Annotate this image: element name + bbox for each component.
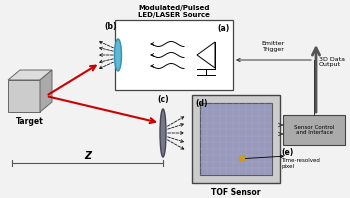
Bar — [283, 115, 345, 145]
Text: (b): (b) — [105, 22, 117, 31]
Text: Emitter
Trigger: Emitter Trigger — [262, 41, 285, 52]
Text: 3D Data
Output: 3D Data Output — [319, 57, 345, 67]
Bar — [239, 155, 246, 162]
Polygon shape — [197, 42, 215, 68]
Text: (e): (e) — [281, 148, 293, 157]
Ellipse shape — [114, 39, 121, 71]
Polygon shape — [40, 70, 52, 112]
Text: Z: Z — [84, 151, 91, 161]
Bar — [115, 20, 233, 90]
Bar — [192, 95, 280, 183]
Text: Modulated/Pulsed
LED/LASER Source: Modulated/Pulsed LED/LASER Source — [138, 5, 210, 18]
Ellipse shape — [160, 109, 166, 157]
Polygon shape — [8, 70, 52, 80]
Bar — [200, 103, 272, 175]
Text: (d): (d) — [195, 99, 208, 108]
Text: Target: Target — [16, 117, 44, 126]
Text: (a): (a) — [218, 24, 230, 33]
Text: (c): (c) — [157, 95, 169, 104]
Text: Time-resolved
pixel: Time-resolved pixel — [281, 158, 320, 169]
Text: Sensor Control
and Interface: Sensor Control and Interface — [294, 125, 334, 135]
Bar — [8, 80, 40, 112]
Text: TOF Sensor: TOF Sensor — [211, 188, 261, 197]
